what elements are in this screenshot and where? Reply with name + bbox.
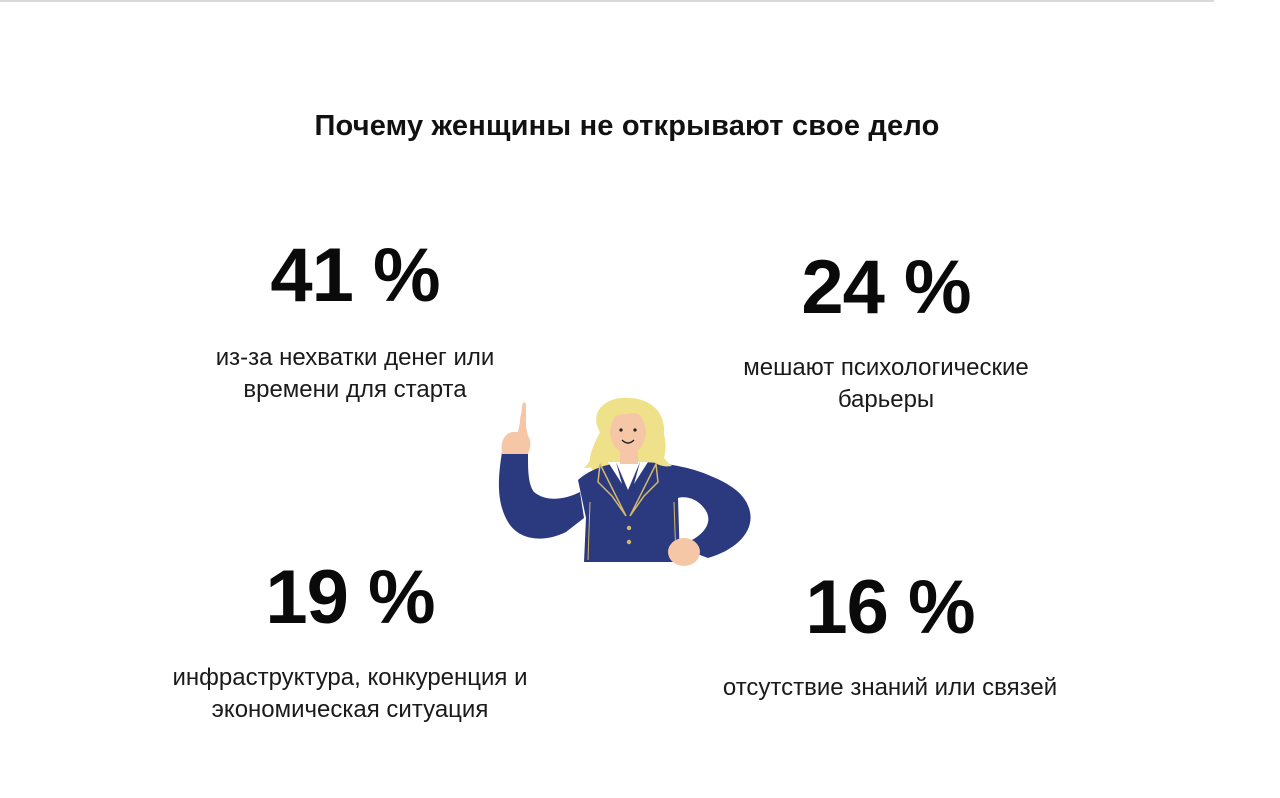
woman-pointing-icon <box>488 392 758 582</box>
stat-value: 19 % <box>265 555 435 640</box>
stat-value: 41 % <box>270 233 440 318</box>
top-divider <box>0 0 1214 2</box>
stat-block-psychological-barriers: 24 % мешают психологические барьеры <box>700 250 1072 416</box>
stat-block-infrastructure: 19 % инфраструктура, конкуренция и эконо… <box>150 560 550 726</box>
stat-block-knowledge-connections: 16 % отсутствие знаний или связей <box>705 570 1075 704</box>
stat-description: отсутствие знаний или связей <box>722 674 1058 701</box>
stat-description: мешают психологические барьеры <box>743 354 1029 413</box>
stat-value: 24 % <box>801 245 971 330</box>
stat-value: 16 % <box>805 565 975 650</box>
stat-description: инфраструктура, конкуренция и экономичес… <box>172 664 528 723</box>
stat-block-money-time: 41 % из-за нехватки денег или времени дл… <box>170 238 540 406</box>
page-title: Почему женщины не открывают свое дело <box>314 110 940 142</box>
stat-description: из-за нехватки денег или времени для ста… <box>215 344 495 403</box>
